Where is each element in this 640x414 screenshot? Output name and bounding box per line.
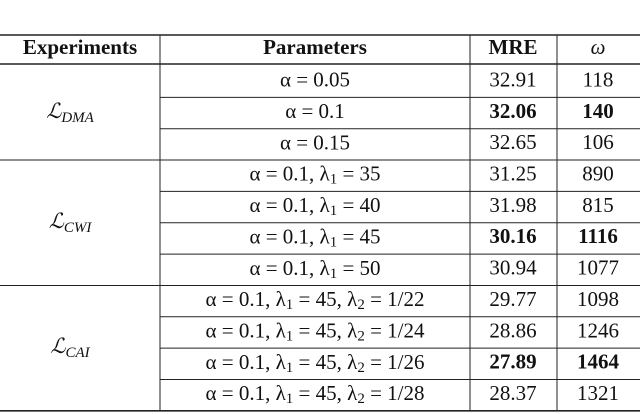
param-text: = 1/24	[365, 318, 425, 342]
subscript: 2	[357, 392, 365, 408]
param-text: = 45, λ	[293, 287, 358, 311]
group-subscript: DMA	[60, 110, 94, 126]
group-subscript: CAI	[65, 346, 90, 362]
group-label: ℒCWI	[49, 209, 93, 237]
mre: 32.06	[489, 99, 536, 123]
param-text: α = 0.1, λ	[249, 224, 330, 248]
mre: 28.86	[489, 318, 536, 342]
mre: 29.77	[489, 287, 536, 311]
omega: 1246	[577, 318, 619, 342]
mre: 32.65	[489, 130, 536, 154]
param-text: = 1/28	[365, 381, 425, 405]
parameters: α = 0.1, λ1 = 40	[249, 193, 380, 220]
subscript: 2	[357, 298, 365, 314]
group-symbol: ℒ	[50, 334, 66, 358]
subscript: 2	[357, 329, 365, 345]
parameters: α = 0.1, λ1 = 50	[249, 256, 380, 283]
subscript: 1	[286, 360, 294, 376]
header-cell: MRE	[489, 35, 538, 59]
mre: 32.91	[489, 67, 536, 91]
omega: 1077	[577, 256, 619, 280]
param-text: α = 0.1, λ	[206, 318, 287, 342]
param-text: α = 0.15	[280, 130, 350, 154]
param-text: = 45, λ	[293, 381, 358, 405]
param-text: α = 0.1	[285, 99, 345, 123]
parameters: α = 0.1, λ1 = 45	[249, 224, 380, 251]
group-symbol: ℒ	[46, 99, 62, 123]
omega: 1464	[577, 350, 620, 374]
param-text: α = 0.1, λ	[206, 287, 287, 311]
group-subscript: CWI	[64, 220, 93, 236]
param-text: = 50	[337, 256, 380, 280]
parameters: α = 0.1, λ1 = 45, λ2 = 1/28	[206, 381, 425, 408]
subscript: 1	[330, 266, 338, 282]
mre: 31.98	[489, 193, 536, 217]
mre: 30.16	[489, 224, 536, 248]
subscript: 1	[286, 392, 294, 408]
mre: 27.89	[489, 350, 536, 374]
omega: 815	[582, 193, 614, 217]
subscript: 1	[286, 298, 294, 314]
param-text: = 1/22	[365, 287, 425, 311]
subscript: 1	[330, 204, 338, 220]
param-text: = 35	[337, 162, 380, 186]
omega: 140	[582, 99, 614, 123]
group-symbol: ℒ	[49, 209, 65, 233]
param-text: = 40	[337, 193, 380, 217]
parameters: α = 0.1, λ1 = 45, λ2 = 1/26	[206, 350, 425, 377]
group-label: ℒDMA	[46, 99, 94, 127]
mre: 31.25	[489, 162, 536, 186]
header-cell: Experiments	[23, 35, 137, 59]
param-text: = 45, λ	[293, 318, 358, 342]
header-cell: ω	[591, 35, 606, 59]
omega: 890	[582, 162, 614, 186]
group-label: ℒCAI	[50, 334, 90, 362]
omega: 1321	[577, 381, 619, 405]
parameters: α = 0.05	[280, 67, 350, 91]
param-text: = 45	[337, 224, 380, 248]
param-text: α = 0.1, λ	[249, 162, 330, 186]
parameters: α = 0.15	[280, 130, 350, 154]
param-text: α = 0.05	[280, 67, 350, 91]
parameters: α = 0.1, λ1 = 45, λ2 = 1/22	[206, 287, 425, 314]
param-text: = 1/26	[365, 350, 425, 374]
param-text: = 45, λ	[293, 350, 358, 374]
param-text: α = 0.1, λ	[249, 256, 330, 280]
omega: 118	[583, 67, 614, 91]
subscript: 1	[330, 235, 338, 251]
param-text: α = 0.1, λ	[206, 381, 287, 405]
subscript: 1	[286, 329, 294, 345]
parameters: α = 0.1, λ1 = 35	[249, 162, 380, 189]
header-cell: Parameters	[263, 35, 367, 59]
param-text: α = 0.1, λ	[206, 350, 287, 374]
parameters: α = 0.1, λ1 = 45, λ2 = 1/24	[206, 318, 425, 345]
subscript: 1	[330, 172, 338, 188]
omega: 1116	[578, 224, 618, 248]
parameters: α = 0.1	[285, 99, 345, 123]
mre: 30.94	[489, 256, 537, 280]
omega: 106	[582, 130, 614, 154]
subscript: 2	[357, 360, 365, 376]
param-text: α = 0.1, λ	[249, 193, 330, 217]
omega: 1098	[577, 287, 619, 311]
mre: 28.37	[489, 381, 536, 405]
